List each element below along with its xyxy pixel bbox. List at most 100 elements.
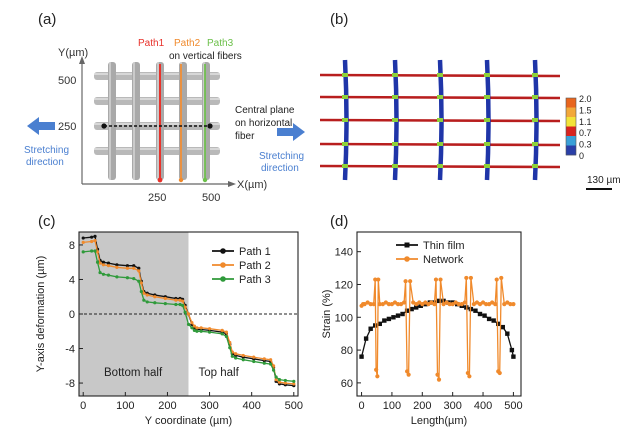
x-tick-label: 500 (504, 400, 522, 412)
data-point (90, 239, 94, 244)
x-tick-label: 400 (242, 400, 260, 412)
panel-b-label: (b) (330, 11, 348, 28)
y-tick-label: 80 (341, 345, 353, 357)
data-point (435, 372, 440, 377)
data-point (271, 364, 276, 368)
colorbar-tick-label: 1.5 (579, 105, 592, 115)
data-point (500, 324, 505, 330)
data-point (368, 326, 373, 331)
b-junction-0-0 (342, 73, 348, 77)
data-point (408, 279, 413, 284)
y-tick-label: 120 (335, 279, 353, 291)
data-point (95, 250, 100, 254)
panel-a-path3-label: Path3 (207, 38, 234, 49)
x-tick-label: 100 (116, 400, 134, 412)
data-point (283, 381, 287, 385)
data-point (401, 300, 407, 305)
x-axis-title: Y coordinate (µm) (145, 415, 232, 427)
data-point (132, 264, 136, 268)
data-point (368, 302, 373, 307)
panel-b: (b) 2.01.5 1.10.7 0.30 130 µm (319, 11, 621, 190)
data-point (90, 249, 94, 253)
x-tick-label: 300 (443, 400, 461, 412)
y-axis-title: Strain (%) (321, 290, 333, 339)
panel-c-label: (c) (38, 213, 56, 230)
data-point (181, 303, 185, 307)
panel-a-path2-label: Path2 (174, 38, 201, 49)
legend-label: Path 1 (239, 246, 271, 258)
colorbar-tick-label: 0 (579, 151, 584, 161)
data-point (139, 281, 143, 285)
data-point (199, 329, 203, 333)
data-point (207, 330, 212, 334)
b-junction-3-3 (484, 142, 490, 146)
data-point (277, 380, 282, 384)
b-junction-2-3 (437, 142, 443, 146)
panel-a-x-axis-label: X(µm) (237, 179, 267, 191)
data-point (101, 263, 106, 267)
data-point (181, 299, 185, 303)
data-point (283, 378, 287, 383)
data-point (192, 324, 196, 328)
chart-d: 0 100 200 300 400 500 60 80 100 120 140 Thin film Ne… (321, 231, 523, 427)
data-point (403, 279, 408, 284)
data-point (81, 236, 85, 240)
data-point (230, 354, 234, 358)
data-point (447, 302, 452, 307)
b-junction-1-1 (392, 95, 398, 99)
data-point (436, 298, 442, 304)
data-point (262, 361, 266, 365)
panel-a-path1-label: Path1 (138, 38, 165, 49)
b-junction-2-1 (437, 95, 443, 99)
data-point (199, 326, 203, 330)
data-point (81, 250, 85, 254)
data-point (132, 266, 136, 270)
panel-b-colorbar: 2.01.5 1.10.7 0.30 (565, 94, 592, 161)
data-point (190, 326, 194, 330)
data-point (81, 240, 85, 244)
data-point (137, 266, 141, 270)
legend-marker (404, 242, 410, 248)
data-point (153, 295, 157, 299)
data-point (183, 310, 187, 314)
panel-a-x-tick-250: 250 (148, 192, 166, 204)
b-junction-2-2 (437, 118, 443, 122)
x-tick-label: 300 (200, 400, 218, 412)
data-point (234, 356, 238, 360)
colorbar-segment-1 (566, 107, 576, 118)
y-tick-label: 4 (69, 274, 75, 286)
panel-a-central-plane-text-2: on horizontal (235, 118, 292, 129)
data-point (359, 354, 364, 359)
data-point (142, 298, 146, 302)
data-point (391, 315, 396, 320)
colorbar-segment-2 (566, 117, 576, 127)
y-axis-title: Y-axis deformation (µm) (35, 256, 47, 373)
colorbar-frame (565, 97, 577, 156)
panel-a-y-axis-label: Y(µm) (58, 47, 88, 59)
data-point (125, 264, 130, 268)
data-point (409, 306, 414, 312)
data-point (462, 300, 467, 305)
data-point (95, 260, 100, 264)
data-point (163, 302, 167, 306)
series-line-network (361, 277, 514, 380)
panel-a-stretch-right-text-2: direction (261, 163, 299, 174)
x-tick-label: 0 (358, 400, 364, 412)
colorbar-tick-label: 2.0 (579, 94, 592, 104)
panel-a-right-stretch-arrow (277, 123, 305, 141)
data-point (195, 326, 199, 330)
data-point (125, 266, 130, 270)
b-junction-1-0 (392, 73, 398, 77)
data-point (262, 357, 266, 361)
data-point (456, 302, 461, 307)
data-point (93, 234, 97, 238)
chart-c: 0 100 200 300 400 500 8 4 0 -4 -8 Bottom half Top ha… (35, 231, 303, 427)
x-tick-label: 0 (80, 400, 86, 412)
data-point (224, 330, 229, 334)
data-point (139, 289, 143, 294)
data-point (220, 328, 224, 332)
data-point (395, 302, 401, 307)
data-point (234, 352, 238, 356)
panel-a-label: (a) (38, 11, 56, 28)
panel-a-central-plane-text-3: fiber (235, 131, 255, 142)
